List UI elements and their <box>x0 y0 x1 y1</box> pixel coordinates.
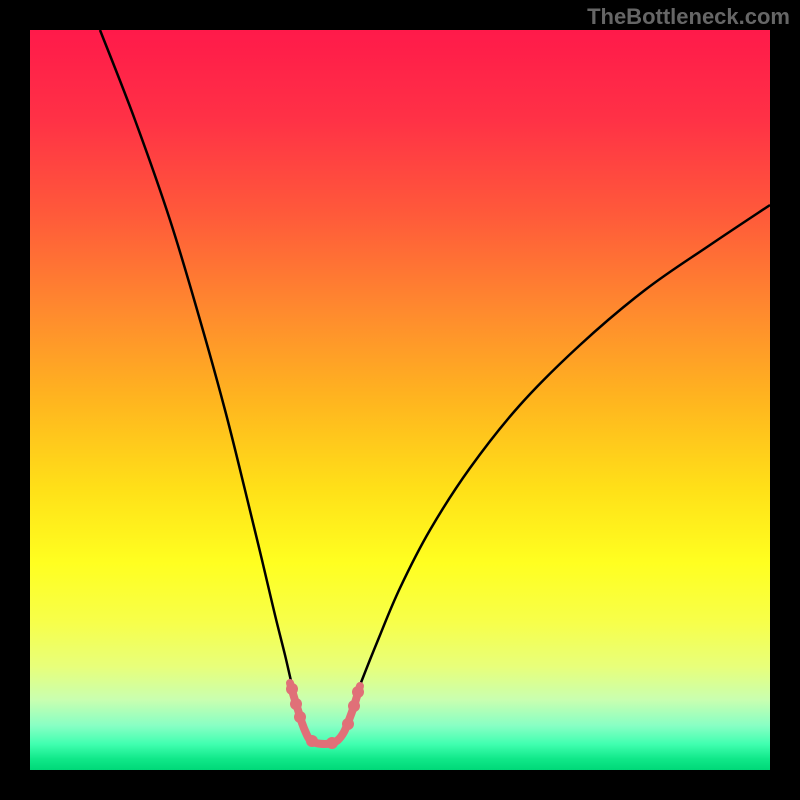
plot-area <box>30 30 770 770</box>
chart-svg <box>0 0 800 800</box>
gradient-background <box>30 30 770 770</box>
root-canvas: TheBottleneck.com <box>0 0 800 800</box>
